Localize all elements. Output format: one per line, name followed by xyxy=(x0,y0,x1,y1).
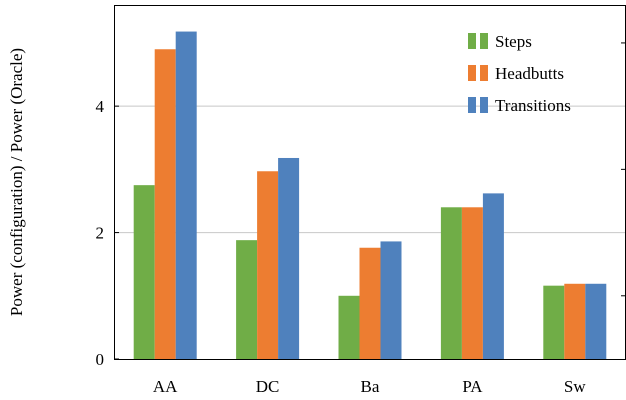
bar-transitions-ba xyxy=(380,241,402,359)
legend-label: Headbutts xyxy=(495,64,564,83)
x-tick-label: PA xyxy=(462,377,483,396)
x-tick-label: AA xyxy=(153,377,178,396)
bar-transitions-dc xyxy=(278,157,300,359)
x-ticks: AA DC Ba PA Sw xyxy=(153,377,586,396)
bar-steps-dc xyxy=(236,240,258,359)
bar-steps-ba xyxy=(338,295,360,359)
x-tick-label: Sw xyxy=(564,377,586,396)
bar-headbutts-sw xyxy=(564,283,586,359)
legend-label: Transitions xyxy=(495,96,571,115)
y-ticks: 0 2 4 xyxy=(96,42,626,369)
legend-swatch xyxy=(468,33,476,49)
x-tick-label: DC xyxy=(256,377,280,396)
grid-lines xyxy=(114,105,626,234)
bar-headbutts-aa xyxy=(154,49,176,359)
legend-swatch xyxy=(468,97,476,113)
y-axis-label: Power (configuration) / Power (Oracle) xyxy=(7,48,26,316)
bar-transitions-sw xyxy=(585,283,607,359)
bar-transitions-aa xyxy=(175,31,197,360)
bar-headbutts-pa xyxy=(461,207,483,359)
bar-transitions-pa xyxy=(482,193,504,359)
bar-steps-aa xyxy=(133,185,155,359)
y-tick-label: 4 xyxy=(96,97,105,116)
legend: Steps Headbutts Transitions xyxy=(468,32,571,115)
bar-steps-sw xyxy=(543,285,565,359)
legend-swatch xyxy=(468,65,476,81)
x-tick-label: Ba xyxy=(361,377,380,396)
bar-headbutts-ba xyxy=(359,247,381,359)
legend-swatch xyxy=(480,97,488,113)
y-tick-label: 2 xyxy=(96,224,105,243)
y-tick-label: 0 xyxy=(96,350,105,369)
legend-swatch xyxy=(480,65,488,81)
legend-swatch xyxy=(480,33,488,49)
bars xyxy=(133,31,607,360)
bar-headbutts-dc xyxy=(257,171,279,359)
legend-label: Steps xyxy=(495,32,532,51)
bar-steps-pa xyxy=(440,207,462,359)
